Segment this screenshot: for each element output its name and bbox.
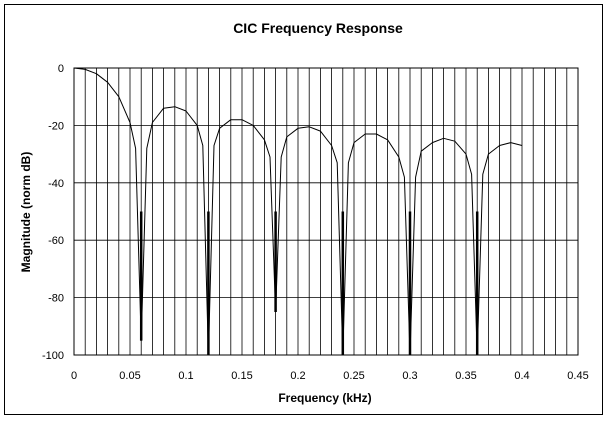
x-tick-label: 0.05 (119, 370, 140, 382)
x-tick-label: 0.2 (290, 370, 305, 382)
grid (74, 68, 578, 355)
x-tick-label: 0.1 (178, 370, 193, 382)
x-tick-label: 0 (71, 370, 77, 382)
tick-labels: 0 0.05 0.1 0.15 0.2 0.25 0.3 0.35 0.4 0.45 0 -20 -40… (42, 63, 589, 382)
plot-area-border (73, 67, 579, 356)
x-tick-label: 0.35 (455, 370, 476, 382)
y-tick-label: -20 (48, 120, 64, 132)
y-axis-label: Magnitude (norm dB) (19, 152, 33, 273)
chart-frame (4, 4, 603, 415)
x-axis-label: Frequency (kHz) (278, 391, 371, 405)
x-tick-label: 0.4 (514, 370, 529, 382)
chart-title: CIC Frequency Response (233, 20, 403, 36)
y-tick-label: -40 (48, 178, 64, 190)
y-tick-label: -60 (48, 235, 64, 247)
y-tick-label: 0 (58, 63, 64, 75)
x-tick-label: 0.3 (402, 370, 417, 382)
series (73, 67, 523, 356)
x-tick-label: 0.45 (567, 370, 588, 382)
x-tick-label: 0.15 (231, 370, 252, 382)
y-tick-label: -100 (42, 350, 64, 362)
response-series-line (73, 67, 523, 356)
x-tick-label: 0.25 (343, 370, 364, 382)
y-tick-label: -80 (48, 293, 64, 305)
